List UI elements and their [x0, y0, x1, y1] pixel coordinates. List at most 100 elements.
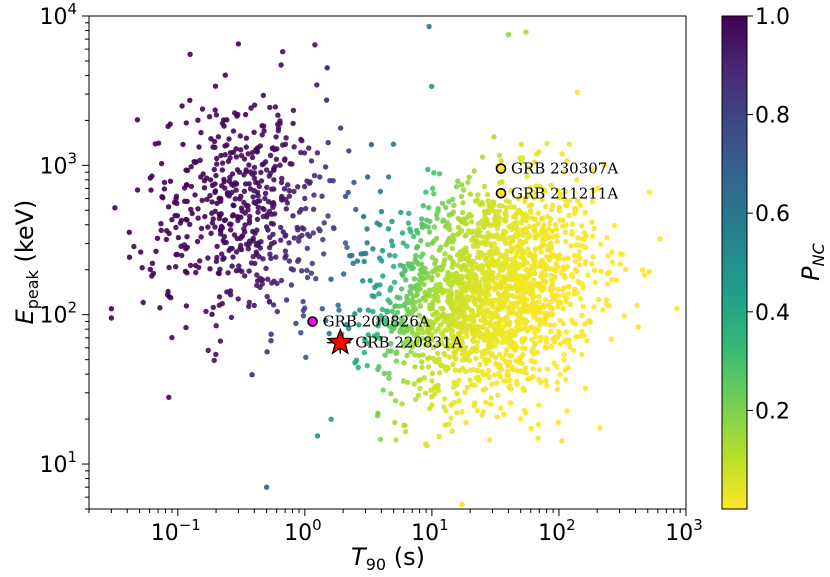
- grb-point: [477, 334, 483, 340]
- grb-point: [589, 198, 596, 205]
- grb-point: [311, 172, 318, 179]
- grb-point: [352, 311, 358, 317]
- grb-point: [238, 246, 245, 253]
- grb-point: [523, 29, 529, 35]
- grb-point: [242, 273, 248, 279]
- grb-point: [553, 226, 560, 233]
- grb-point: [491, 241, 497, 247]
- grb-point: [241, 188, 248, 194]
- grb-point: [422, 297, 429, 304]
- circle-marker: [495, 187, 507, 199]
- grb-point: [365, 307, 371, 313]
- grb-point: [320, 236, 326, 243]
- grb-point: [213, 172, 219, 179]
- grb-point: [224, 142, 230, 148]
- grb-point: [431, 224, 438, 230]
- grb-point: [230, 128, 237, 134]
- grb-point: [419, 364, 425, 370]
- grb-point: [235, 41, 242, 47]
- grb-point: [462, 263, 469, 269]
- grb-point: [429, 305, 436, 311]
- grb-point: [484, 191, 491, 198]
- grb-point: [280, 49, 286, 55]
- grb-point: [442, 396, 448, 402]
- grb-point: [385, 174, 392, 180]
- grb-point: [410, 265, 416, 271]
- grb-point: [464, 333, 470, 340]
- grb-point: [418, 325, 425, 331]
- grb-point: [251, 302, 257, 309]
- grb-point: [562, 169, 568, 175]
- grb-point: [389, 218, 395, 225]
- grb-point: [609, 249, 615, 255]
- grb-point: [445, 239, 451, 245]
- grb-point: [495, 257, 502, 264]
- grb-point: [485, 292, 492, 298]
- grb-point: [245, 151, 251, 157]
- grb-point: [150, 270, 157, 277]
- grb-point: [246, 220, 253, 226]
- grb-point: [377, 282, 383, 288]
- grb-point: [429, 402, 435, 408]
- grb-point: [436, 171, 443, 177]
- grb-point: [551, 360, 557, 366]
- grb-point: [194, 238, 201, 245]
- grb-point: [184, 270, 190, 276]
- grb-point: [330, 178, 336, 184]
- grb-point: [296, 257, 302, 263]
- grb-point: [460, 187, 467, 193]
- grb-point: [380, 387, 386, 393]
- grb-point: [440, 306, 446, 312]
- grb-point: [440, 217, 447, 223]
- grb-point: [574, 268, 580, 274]
- grb-point: [254, 216, 261, 222]
- grb-point: [211, 357, 217, 364]
- grb-point: [375, 323, 381, 329]
- grb-point: [254, 227, 260, 233]
- grb-point: [577, 256, 583, 262]
- grb-point: [283, 206, 289, 212]
- grb-point: [415, 331, 421, 337]
- grb-point: [360, 278, 366, 284]
- grb-point: [568, 243, 574, 249]
- grb-point: [609, 259, 616, 265]
- grb-point: [399, 230, 406, 236]
- grb-point: [543, 335, 549, 341]
- grb-point: [412, 364, 418, 370]
- grb-point: [400, 240, 406, 246]
- highlight-grb-200826a: GRB 200826A: [307, 313, 430, 331]
- grb-point: [212, 181, 218, 187]
- grb-point: [299, 268, 305, 274]
- grb-point: [543, 339, 549, 345]
- grb-point: [598, 268, 604, 274]
- grb-point: [548, 206, 555, 213]
- grb-point: [589, 233, 596, 240]
- grb-point: [242, 222, 248, 228]
- grb-point: [582, 261, 588, 267]
- grb-point: [212, 107, 218, 113]
- grb-point: [328, 416, 334, 422]
- grb-point: [271, 186, 277, 192]
- grb-point: [485, 368, 492, 374]
- grb-point: [548, 299, 554, 305]
- grb-point: [488, 310, 494, 316]
- grb-point: [281, 186, 288, 192]
- grb-point: [299, 138, 305, 144]
- plot-area: [89, 16, 686, 509]
- grb-point: [202, 213, 208, 220]
- grb-point: [579, 223, 585, 229]
- grb-point: [183, 324, 189, 331]
- grb-point: [470, 265, 476, 271]
- grb-point: [349, 252, 355, 259]
- grb-point: [229, 171, 236, 177]
- grb-point: [604, 234, 610, 241]
- grb-point: [583, 233, 589, 239]
- grb-point: [271, 239, 277, 246]
- grb-point: [427, 293, 433, 299]
- grb-point: [572, 321, 579, 327]
- grb-point: [468, 213, 474, 219]
- grb-point: [554, 379, 560, 386]
- grb-point: [263, 484, 270, 490]
- grb-point: [459, 228, 465, 234]
- grb-point: [573, 208, 579, 214]
